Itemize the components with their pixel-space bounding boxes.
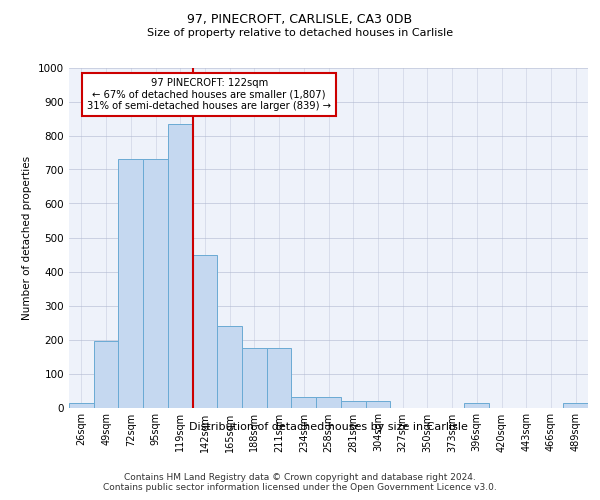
Bar: [464, 404, 489, 407]
Bar: [242, 348, 267, 408]
Text: Distribution of detached houses by size in Carlisle: Distribution of detached houses by size …: [190, 422, 468, 432]
Text: Size of property relative to detached houses in Carlisle: Size of property relative to detached ho…: [147, 28, 453, 38]
Text: 97, PINECROFT, CARLISLE, CA3 0DB: 97, PINECROFT, CARLISLE, CA3 0DB: [187, 12, 413, 26]
Bar: [292, 398, 316, 407]
Y-axis label: Number of detached properties: Number of detached properties: [22, 156, 32, 320]
Text: 97 PINECROFT: 122sqm
← 67% of detached houses are smaller (1,807)
31% of semi-de: 97 PINECROFT: 122sqm ← 67% of detached h…: [87, 78, 331, 111]
Bar: [341, 402, 365, 407]
Bar: [193, 254, 217, 408]
Bar: [563, 404, 588, 407]
Bar: [168, 124, 193, 408]
Text: Contains HM Land Registry data © Crown copyright and database right 2024.: Contains HM Land Registry data © Crown c…: [124, 472, 476, 482]
Bar: [217, 326, 242, 407]
Bar: [143, 160, 168, 408]
Bar: [118, 160, 143, 408]
Bar: [365, 402, 390, 407]
Bar: [267, 348, 292, 408]
Bar: [94, 341, 118, 407]
Bar: [69, 404, 94, 407]
Text: Contains public sector information licensed under the Open Government Licence v3: Contains public sector information licen…: [103, 484, 497, 492]
Bar: [316, 398, 341, 407]
